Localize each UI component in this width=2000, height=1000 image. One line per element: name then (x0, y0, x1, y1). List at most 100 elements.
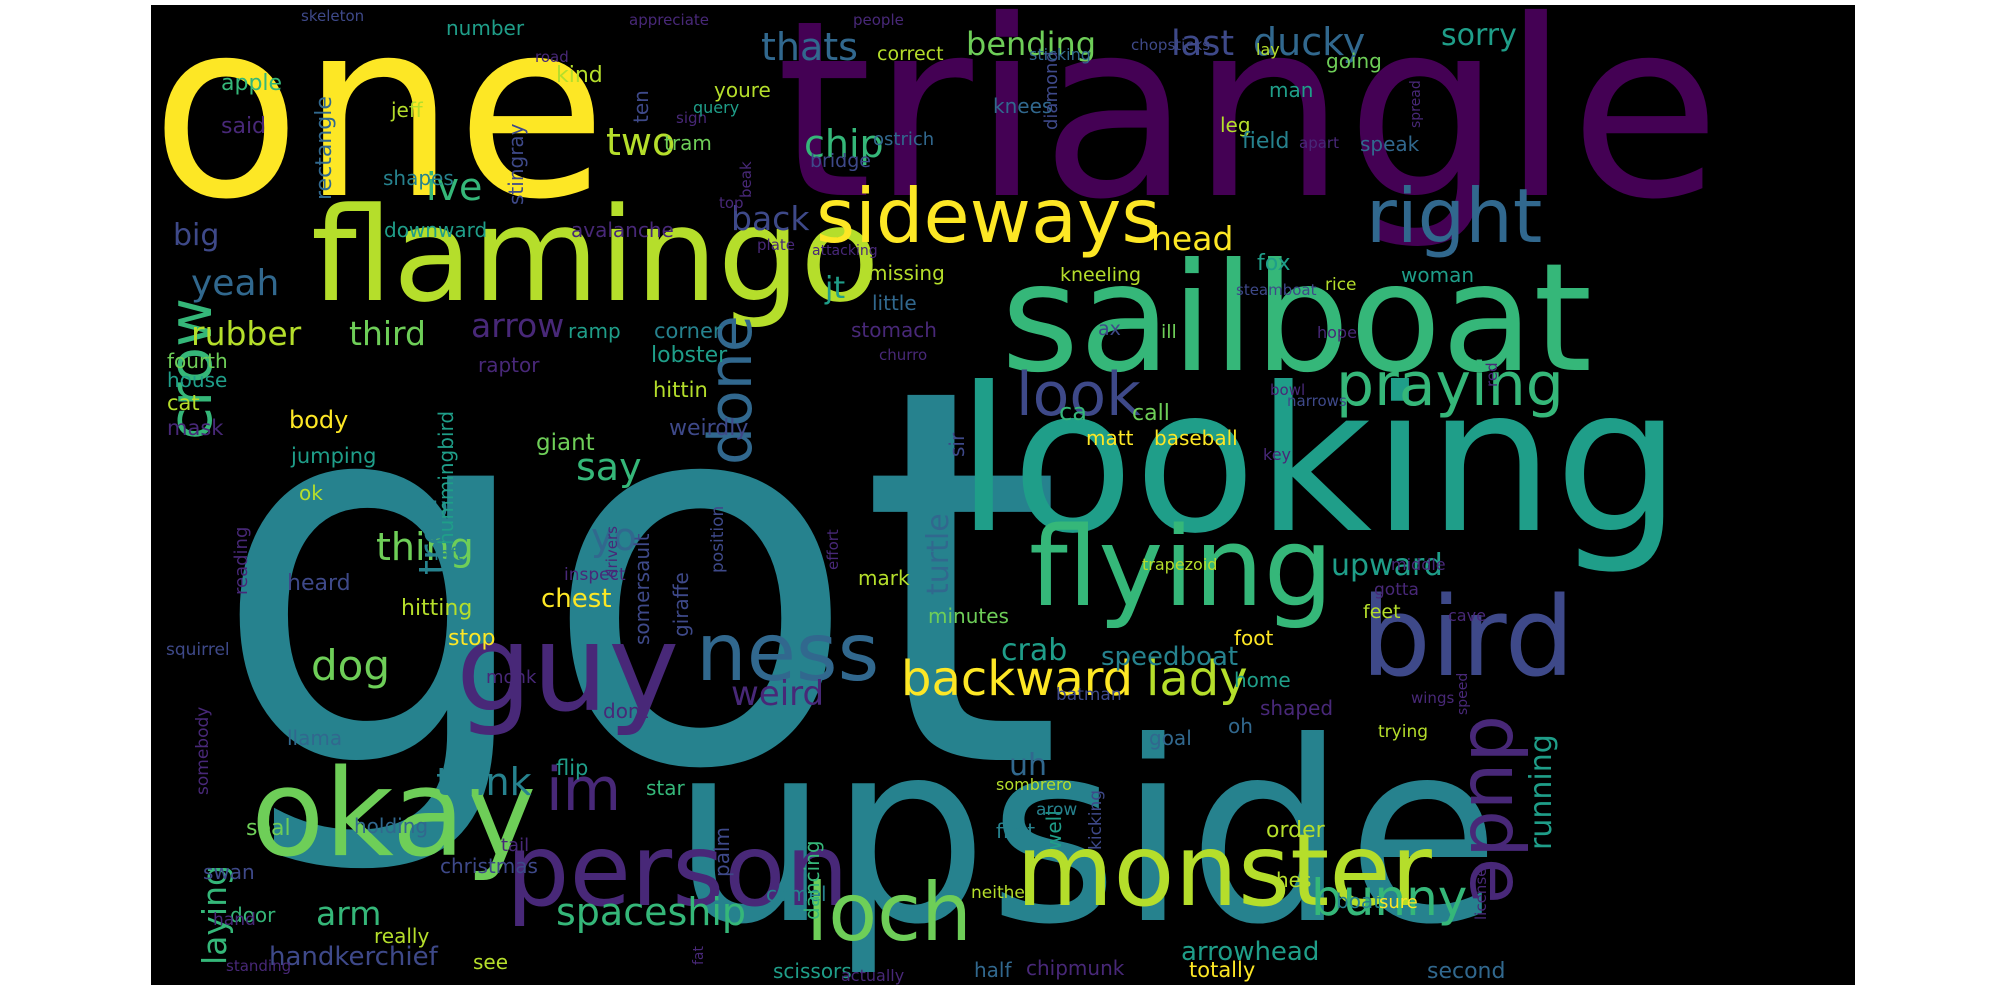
cloud-word-hope: hope (1317, 323, 1357, 342)
cloud-word-look: look (1016, 360, 1141, 430)
cloud-word-sure: sure (1379, 892, 1418, 913)
cloud-word-minutes: minutes (928, 604, 1009, 628)
cloud-word-sticking: sticking (1029, 45, 1091, 64)
cloud-word-bird: bird (1361, 573, 1575, 701)
cloud-word-backward: backward (901, 651, 1133, 707)
cloud-word-seal: seal (246, 816, 291, 841)
cloud-word-stop: stop (448, 626, 496, 651)
cloud-word-apart: apart (1299, 134, 1339, 152)
cloud-word-body: body (289, 406, 348, 434)
cloud-word-actually: actually (841, 966, 904, 985)
cloud-word-fox: fox (1257, 251, 1291, 276)
cloud-word-think: think (436, 760, 532, 804)
cloud-word-star: star (646, 776, 686, 800)
cloud-word-road: road (535, 48, 569, 66)
cloud-word-correct: correct (877, 43, 944, 65)
cloud-word-tram: tram (664, 131, 712, 155)
cloud-word-call: call (1132, 401, 1170, 426)
cloud-word-arm: arm (316, 894, 381, 933)
cloud-word-query: query (693, 98, 739, 117)
word-cloud: got triangle one upside looking sailboat flami… (151, 5, 1855, 985)
cloud-word-skeleton: skeleton (301, 7, 364, 25)
cloud-word-hittin: hittin (653, 378, 708, 402)
cloud-word-upward: upward (1331, 548, 1443, 583)
cloud-word-dog: dog (311, 641, 390, 690)
cloud-word-drivers: drivers (603, 526, 621, 578)
cloud-word-trapezoid: trapezoid (1142, 555, 1217, 574)
cloud-word-bunny: bunny (1311, 869, 1467, 927)
cloud-word-arrowhead: arrowhead (1181, 937, 1319, 967)
cloud-word-laying: laying (195, 865, 234, 965)
cloud-word-key: key (1263, 445, 1291, 464)
cloud-word-well: well (1042, 810, 1066, 850)
cloud-word-churro: churro (879, 346, 927, 364)
cloud-word-jeff: jeff (390, 98, 424, 122)
cloud-word-third: third (349, 314, 426, 353)
cloud-word-left: left (434, 544, 463, 565)
cloud-word-said: said (221, 114, 266, 139)
cloud-word-flying: flying (1029, 503, 1334, 631)
cloud-word-camel: camel (766, 882, 827, 906)
cloud-word-back: back (731, 199, 810, 238)
cloud-word-boat: boat (1336, 889, 1381, 913)
cloud-word-second: second (1427, 959, 1505, 984)
cloud-word-sign: sign (676, 109, 707, 127)
cloud-word-gotta: gotta (1374, 580, 1419, 600)
cloud-word-got: got (211, 277, 1063, 883)
cloud-word-shaped: shaped (1260, 696, 1333, 720)
cloud-word-lay: lay (1256, 40, 1280, 59)
cloud-word-one: one (151, 5, 607, 253)
cloud-word-ducky: ducky (1253, 20, 1365, 64)
cloud-word-hitting: hitting (401, 596, 472, 621)
cloud-word-loch: loch (806, 866, 972, 959)
cloud-word-handkerchief: handkerchief (269, 942, 439, 972)
cloud-word-see: see (473, 950, 508, 974)
cloud-word-neither: neither (971, 883, 1032, 903)
cloud-word-steamboat: steamboat (1236, 281, 1317, 299)
cloud-word-say: say (576, 445, 642, 489)
cloud-word-yeah: yeah (191, 263, 279, 304)
cloud-word-flip: flip (556, 756, 588, 780)
cloud-word-corner: corner (654, 319, 722, 343)
cloud-word-sailboat: sailboat (1001, 232, 1592, 406)
cloud-word-mark: mark (858, 566, 910, 590)
cloud-word-hummingbird: hummingbird (434, 411, 458, 545)
cloud-word-praying: praying (1336, 350, 1564, 420)
cloud-word-tree: tree (411, 499, 455, 575)
cloud-word-beak: beak (737, 161, 755, 198)
cloud-word-arow: arow (1036, 800, 1077, 820)
cloud-word-shapes: shapes (383, 166, 454, 190)
cloud-word-ive: ive (426, 165, 482, 209)
cloud-word-running: running (1524, 734, 1559, 850)
cloud-word-half: half (974, 958, 1012, 982)
cloud-word-rubber: rubber (191, 314, 302, 353)
cloud-word-ca: ca (1059, 398, 1087, 426)
cloud-word-kicking: kicking (1086, 790, 1106, 850)
cloud-word-mask: mask (167, 416, 224, 440)
cloud-word-narrows: narrows (1287, 392, 1347, 410)
cloud-word-ok: ok (299, 481, 323, 505)
cloud-word-dancing: dancing (800, 840, 824, 920)
cloud-word-wings: wings (1411, 689, 1454, 707)
cloud-word-kneeling: kneeling (1060, 264, 1141, 286)
cloud-word-foot: foot (1234, 626, 1274, 650)
cloud-word-last: last (1171, 24, 1234, 64)
cloud-word-missing: missing (868, 261, 945, 285)
cloud-word-baseball: baseball (1154, 426, 1238, 450)
cloud-word-middle: middle (1391, 555, 1446, 574)
cloud-word-trying: trying (1378, 722, 1428, 742)
cloud-word-weird: weird (731, 674, 824, 714)
cloud-word-inspect: inspect (564, 565, 626, 585)
cloud-word-stingray: stingray (504, 123, 528, 205)
cloud-word-home: home (1234, 668, 1291, 692)
cloud-word-lobster: lobster (651, 343, 728, 368)
cloud-word-ax: ax (1098, 318, 1121, 340)
cloud-word-matt: matt (1086, 426, 1134, 450)
cloud-word-bending: bending (966, 25, 1096, 63)
cloud-word-man: man (1269, 78, 1313, 102)
cloud-word-guy: guy (456, 600, 679, 739)
cloud-word-speed: speed (1455, 673, 1471, 715)
cloud-word-right: right (1366, 172, 1542, 260)
cloud-word-giant: giant (536, 430, 595, 456)
